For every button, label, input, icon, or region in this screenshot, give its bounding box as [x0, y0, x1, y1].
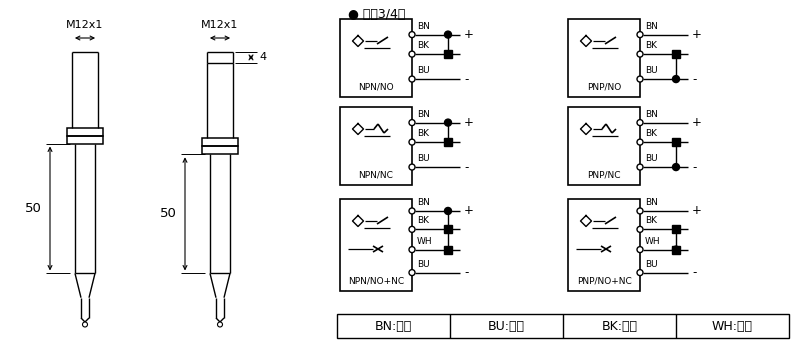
- Bar: [337, 314, 789, 338]
- Bar: [340, 19, 412, 97]
- Text: 50: 50: [25, 202, 42, 215]
- Circle shape: [637, 120, 643, 126]
- Bar: [568, 19, 640, 97]
- Text: -: -: [692, 73, 696, 86]
- Circle shape: [637, 247, 643, 253]
- Bar: [444, 50, 452, 58]
- Text: BN: BN: [645, 109, 658, 119]
- Circle shape: [637, 164, 643, 170]
- Circle shape: [637, 32, 643, 38]
- Circle shape: [637, 208, 643, 214]
- Text: PNP/NO: PNP/NO: [587, 82, 621, 91]
- Circle shape: [673, 246, 679, 253]
- Text: BN:棕色: BN:棕色: [375, 320, 412, 333]
- Circle shape: [409, 76, 415, 82]
- Text: +: +: [692, 205, 702, 218]
- Text: PNP/NO+NC: PNP/NO+NC: [577, 276, 631, 285]
- Text: WH: WH: [417, 237, 433, 246]
- Text: BK: BK: [417, 41, 429, 50]
- Text: NPN/NO+NC: NPN/NO+NC: [348, 276, 404, 285]
- Circle shape: [637, 51, 643, 57]
- Text: BK: BK: [417, 216, 429, 225]
- Bar: [340, 107, 412, 185]
- Text: 4: 4: [259, 52, 266, 62]
- Circle shape: [673, 164, 679, 171]
- Text: ● 直涁3/4线: ● 直涁3/4线: [348, 8, 406, 21]
- Text: BU:兰色: BU:兰色: [488, 320, 525, 333]
- Circle shape: [445, 207, 451, 214]
- Bar: [340, 199, 412, 291]
- Text: BU: BU: [645, 260, 658, 269]
- Bar: [672, 246, 680, 253]
- Circle shape: [445, 31, 451, 38]
- Text: BN: BN: [645, 198, 658, 207]
- Text: BU: BU: [417, 260, 430, 269]
- Text: PNP/NC: PNP/NC: [587, 170, 621, 179]
- Circle shape: [637, 76, 643, 82]
- Text: BU: BU: [645, 154, 658, 163]
- Text: BU: BU: [645, 66, 658, 75]
- Text: BU: BU: [417, 66, 430, 75]
- Text: NPN/NC: NPN/NC: [358, 170, 394, 179]
- Text: +: +: [692, 116, 702, 129]
- Circle shape: [637, 226, 643, 232]
- Text: +: +: [464, 116, 474, 129]
- Text: BU: BU: [417, 154, 430, 163]
- Text: +: +: [464, 28, 474, 41]
- Circle shape: [218, 322, 222, 327]
- Circle shape: [409, 247, 415, 253]
- Bar: [568, 107, 640, 185]
- Circle shape: [637, 139, 643, 145]
- Bar: [67, 128, 103, 136]
- Bar: [444, 138, 452, 146]
- Text: M12x1: M12x1: [202, 20, 238, 30]
- Circle shape: [409, 270, 415, 276]
- Text: BK: BK: [417, 129, 429, 138]
- Bar: [67, 136, 103, 144]
- Text: +: +: [692, 28, 702, 41]
- Bar: [202, 138, 238, 146]
- Text: WH:白色: WH:白色: [712, 320, 753, 333]
- Circle shape: [409, 120, 415, 126]
- Bar: [444, 246, 452, 253]
- Circle shape: [445, 119, 451, 126]
- Bar: [672, 50, 680, 58]
- Circle shape: [82, 322, 87, 327]
- Circle shape: [409, 226, 415, 232]
- Text: BN: BN: [417, 21, 430, 31]
- Circle shape: [673, 76, 679, 83]
- Text: -: -: [464, 73, 468, 86]
- Bar: [568, 199, 640, 291]
- Bar: [672, 225, 680, 233]
- Text: BN: BN: [417, 109, 430, 119]
- Bar: [672, 138, 680, 146]
- Text: M12x1: M12x1: [66, 20, 104, 30]
- Text: -: -: [692, 161, 696, 174]
- Circle shape: [409, 164, 415, 170]
- Circle shape: [409, 51, 415, 57]
- Circle shape: [409, 208, 415, 214]
- Text: -: -: [692, 266, 696, 279]
- Text: BN: BN: [645, 21, 658, 31]
- Text: WH: WH: [645, 237, 661, 246]
- Bar: [202, 146, 238, 155]
- Circle shape: [637, 270, 643, 276]
- Text: -: -: [464, 161, 468, 174]
- Text: BK: BK: [645, 216, 657, 225]
- Text: BK: BK: [645, 41, 657, 50]
- Text: BK: BK: [645, 129, 657, 138]
- Text: -: -: [464, 266, 468, 279]
- Text: 50: 50: [160, 207, 177, 220]
- Circle shape: [409, 139, 415, 145]
- Text: BN: BN: [417, 198, 430, 207]
- Bar: [444, 225, 452, 233]
- Circle shape: [409, 32, 415, 38]
- Text: NPN/NO: NPN/NO: [358, 82, 394, 91]
- Text: +: +: [464, 205, 474, 218]
- Text: BK:黑色: BK:黑色: [602, 320, 638, 333]
